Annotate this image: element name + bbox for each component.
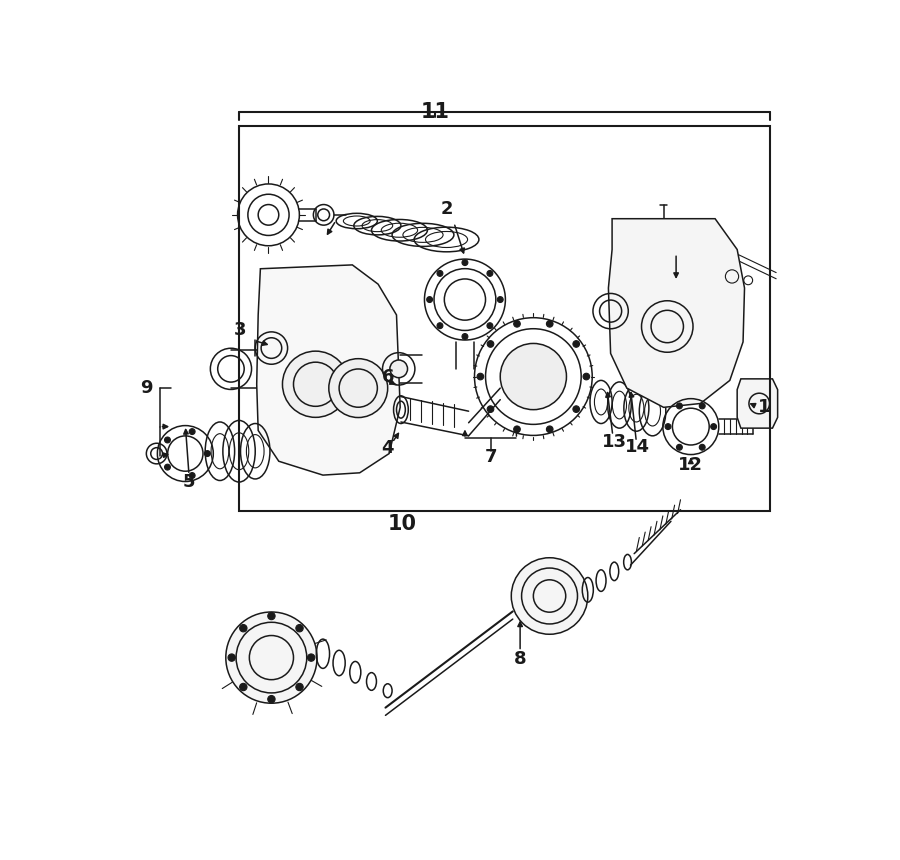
Text: 10: 10 xyxy=(388,514,417,534)
Circle shape xyxy=(328,359,388,418)
Text: 14: 14 xyxy=(626,439,651,457)
Circle shape xyxy=(677,445,682,451)
Circle shape xyxy=(511,558,588,635)
Circle shape xyxy=(165,437,170,443)
Circle shape xyxy=(487,322,493,329)
Circle shape xyxy=(546,321,553,327)
Circle shape xyxy=(239,684,247,691)
Circle shape xyxy=(699,403,706,408)
Polygon shape xyxy=(256,265,400,475)
Circle shape xyxy=(437,322,443,329)
Circle shape xyxy=(487,271,493,276)
Circle shape xyxy=(296,624,303,632)
Circle shape xyxy=(204,451,211,457)
Circle shape xyxy=(711,424,716,429)
Text: 8: 8 xyxy=(514,650,526,668)
Circle shape xyxy=(390,360,408,378)
Text: 1: 1 xyxy=(758,397,770,415)
Text: 5: 5 xyxy=(183,473,195,491)
Circle shape xyxy=(226,612,317,703)
Bar xyxy=(239,126,770,512)
Circle shape xyxy=(583,373,590,380)
Text: 4: 4 xyxy=(382,439,394,458)
Circle shape xyxy=(573,406,580,413)
Circle shape xyxy=(308,654,315,661)
Circle shape xyxy=(498,297,503,303)
Circle shape xyxy=(677,403,682,408)
Circle shape xyxy=(165,464,170,470)
Polygon shape xyxy=(608,218,744,408)
Circle shape xyxy=(573,341,580,347)
Circle shape xyxy=(189,473,195,478)
Polygon shape xyxy=(737,379,778,428)
Circle shape xyxy=(189,428,195,434)
Text: 9: 9 xyxy=(140,379,153,397)
Circle shape xyxy=(546,426,553,433)
Text: 13: 13 xyxy=(602,433,626,451)
Circle shape xyxy=(228,654,236,661)
Circle shape xyxy=(239,624,247,632)
Circle shape xyxy=(699,445,706,451)
Text: 2: 2 xyxy=(440,200,453,218)
Circle shape xyxy=(514,321,520,327)
Circle shape xyxy=(462,260,468,266)
Circle shape xyxy=(267,612,275,620)
Circle shape xyxy=(665,424,670,429)
Circle shape xyxy=(267,696,275,703)
Circle shape xyxy=(296,684,303,691)
Circle shape xyxy=(500,343,566,409)
Circle shape xyxy=(427,297,433,303)
Text: 11: 11 xyxy=(421,102,450,122)
Text: 6: 6 xyxy=(382,368,394,386)
Circle shape xyxy=(487,341,494,347)
Text: 3: 3 xyxy=(234,322,247,340)
Circle shape xyxy=(477,373,483,380)
Text: 7: 7 xyxy=(484,448,497,466)
Circle shape xyxy=(437,271,443,276)
Circle shape xyxy=(462,334,468,340)
Circle shape xyxy=(487,406,494,413)
Circle shape xyxy=(283,351,348,417)
Text: 12: 12 xyxy=(679,456,703,474)
Circle shape xyxy=(514,426,520,433)
